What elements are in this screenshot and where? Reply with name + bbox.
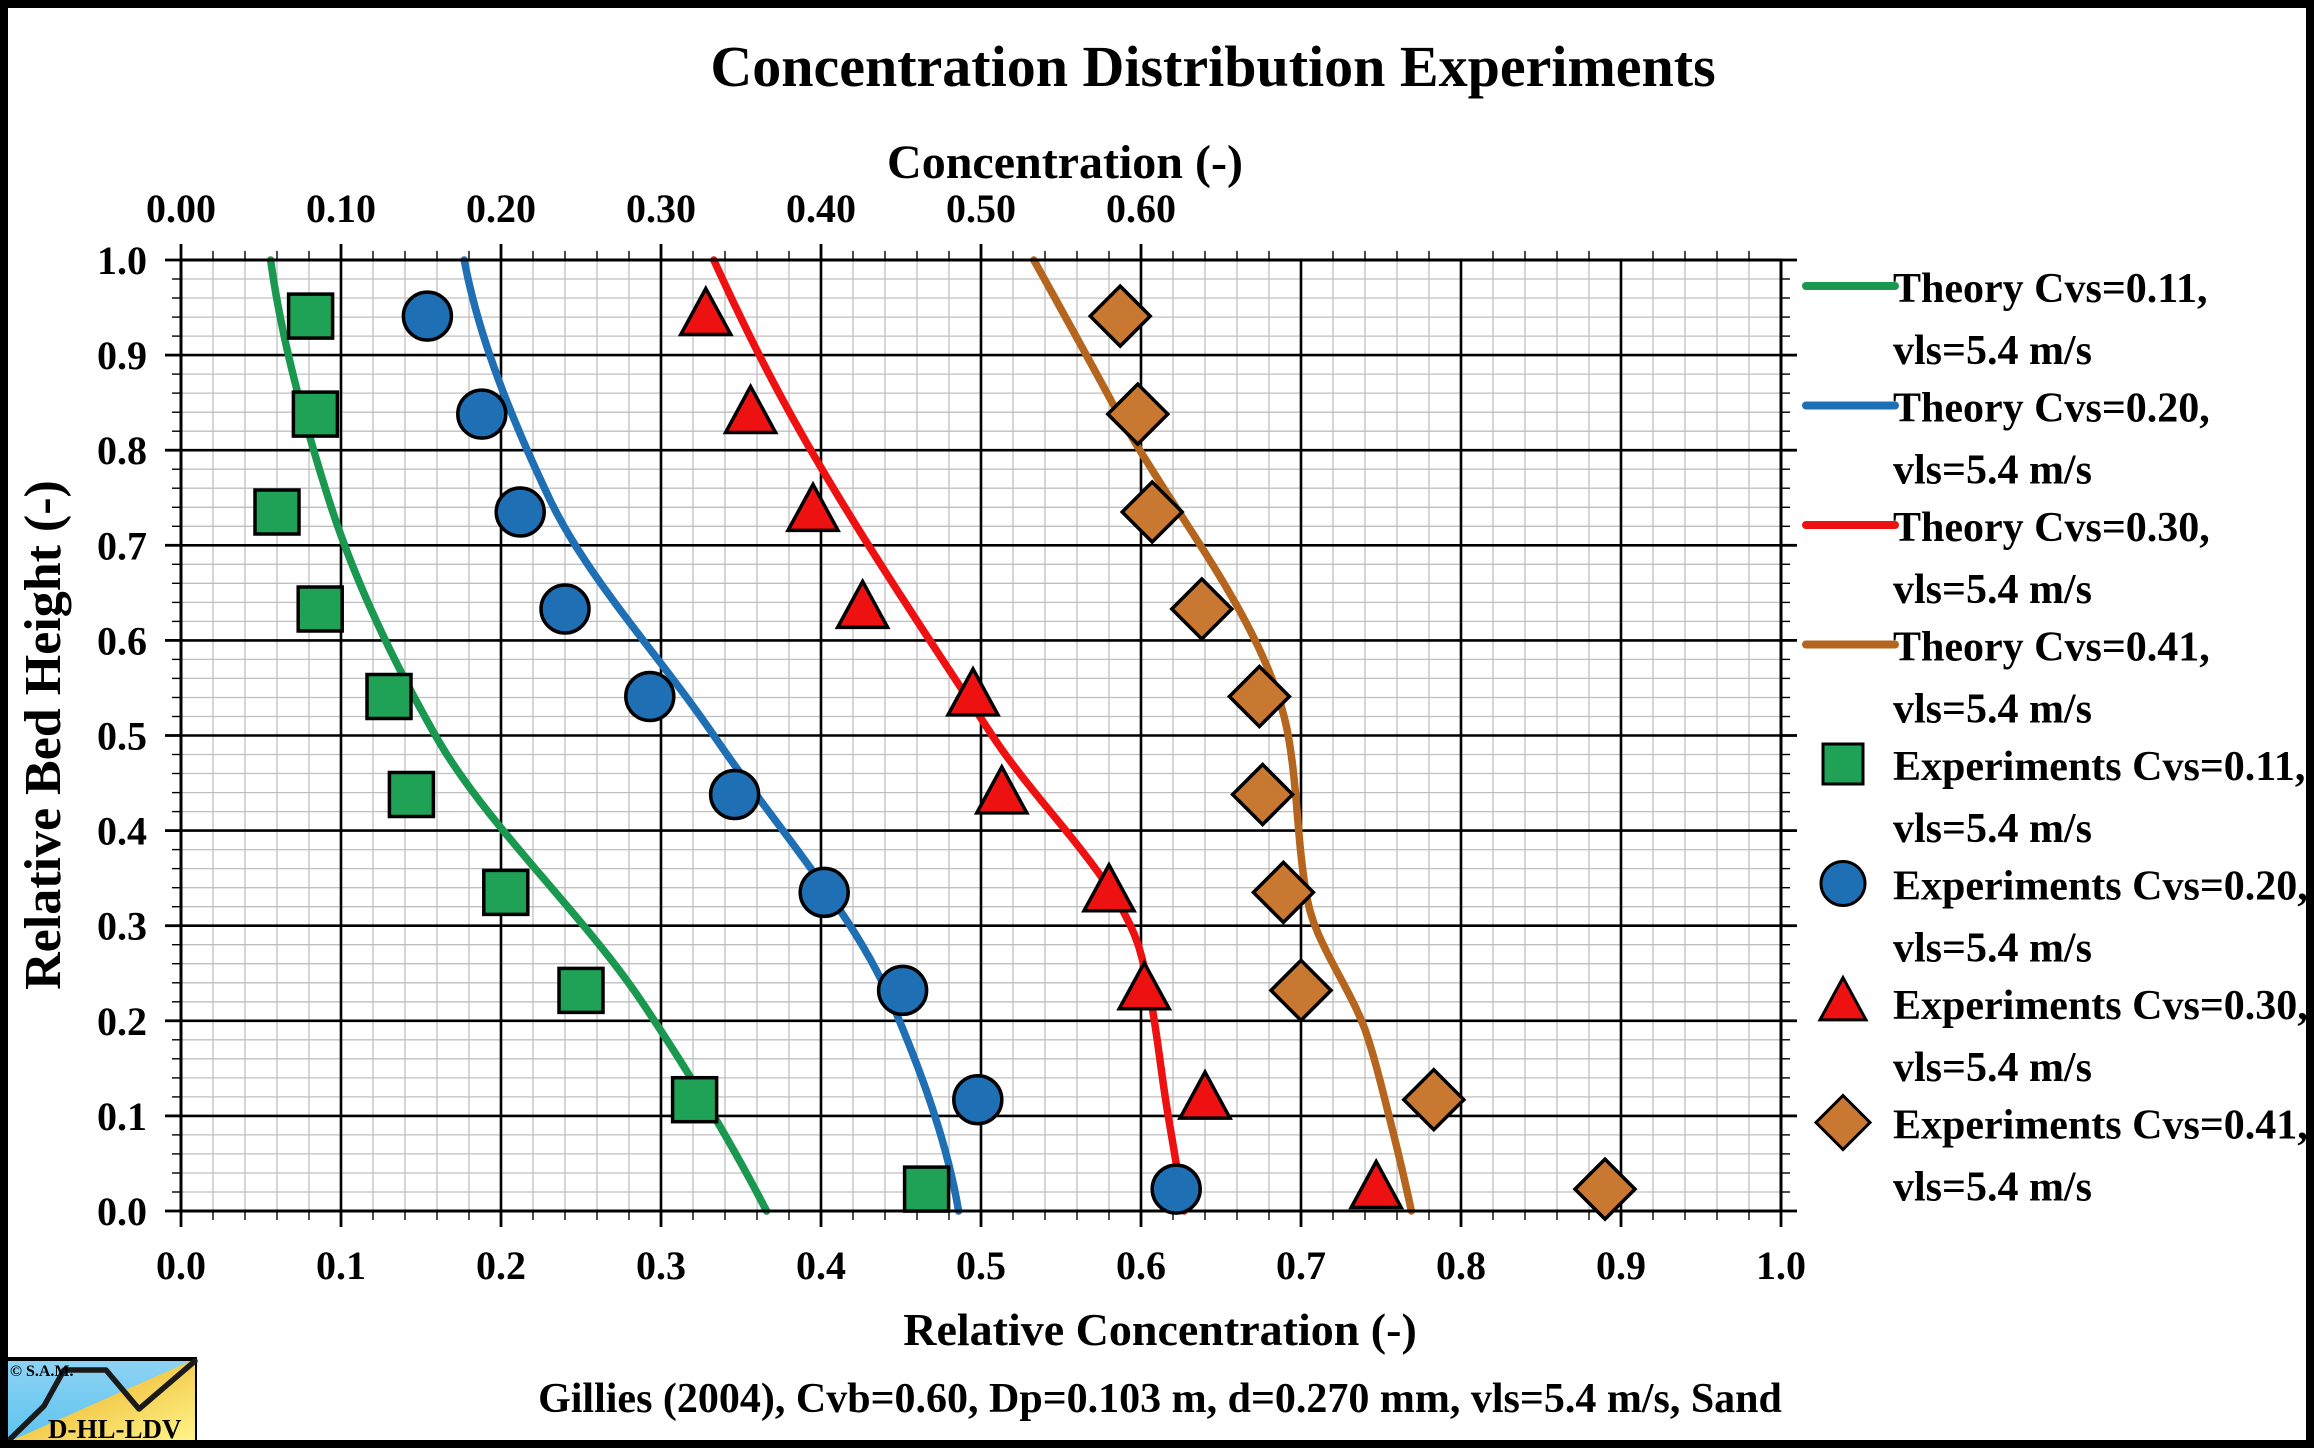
svg-text:vls=5.4 m/s: vls=5.4 m/s [1893, 328, 2092, 374]
svg-text:Concentration Distribution Exp: Concentration Distribution Experiments [710, 34, 1715, 99]
svg-text:vls=5.4 m/s: vls=5.4 m/s [1893, 1045, 2092, 1091]
svg-text:vls=5.4 m/s: vls=5.4 m/s [1893, 567, 2092, 613]
svg-text:0.4: 0.4 [796, 1243, 846, 1288]
svg-text:Concentration (-): Concentration (-) [887, 136, 1243, 189]
svg-text:D-HL-LDV: D-HL-LDV [48, 1414, 182, 1444]
svg-text:Experiments Cvs=0.11,: Experiments Cvs=0.11, [1893, 744, 2305, 790]
svg-text:Experiments Cvs=0.20,: Experiments Cvs=0.20, [1893, 864, 2308, 910]
svg-text:0.1: 0.1 [316, 1243, 366, 1288]
svg-text:0.2: 0.2 [97, 999, 147, 1044]
svg-text:0.10: 0.10 [306, 186, 376, 231]
svg-text:0.3: 0.3 [97, 904, 147, 949]
svg-text:Theory Cvs=0.20,: Theory Cvs=0.20, [1893, 386, 2210, 432]
svg-text:0.20: 0.20 [466, 186, 536, 231]
svg-text:vls=5.4 m/s: vls=5.4 m/s [1893, 806, 2092, 852]
svg-text:Theory Cvs=0.11,: Theory Cvs=0.11, [1893, 266, 2207, 312]
svg-text:0.1: 0.1 [97, 1094, 147, 1139]
svg-text:Relative Concentration (-): Relative Concentration (-) [903, 1304, 1417, 1355]
svg-text:0.50: 0.50 [946, 186, 1016, 231]
svg-text:0.5: 0.5 [956, 1243, 1006, 1288]
svg-text:0.00: 0.00 [146, 186, 216, 231]
svg-text:0.9: 0.9 [97, 333, 147, 378]
svg-text:1.0: 1.0 [1756, 1243, 1806, 1288]
svg-text:0.6: 0.6 [97, 618, 147, 663]
svg-text:0.30: 0.30 [626, 186, 696, 231]
svg-text:0.5: 0.5 [97, 714, 147, 759]
svg-text:Theory Cvs=0.30,: Theory Cvs=0.30, [1893, 505, 2210, 551]
svg-text:0.60: 0.60 [1106, 186, 1176, 231]
svg-text:0.6: 0.6 [1116, 1243, 1166, 1288]
svg-text:vls=5.4 m/s: vls=5.4 m/s [1893, 926, 2092, 972]
svg-text:Experiments Cvs=0.30,: Experiments Cvs=0.30, [1893, 983, 2308, 1029]
svg-text:0.9: 0.9 [1596, 1243, 1646, 1288]
svg-text:0.0: 0.0 [97, 1189, 147, 1234]
svg-text:0.8: 0.8 [1436, 1243, 1486, 1288]
svg-text:vls=5.4 m/s: vls=5.4 m/s [1893, 687, 2092, 733]
svg-text:© S.A.M.: © S.A.M. [10, 1363, 74, 1380]
svg-text:Relative Bed Height (-): Relative Bed Height (-) [15, 480, 72, 990]
svg-text:Experiments Cvs=0.41,: Experiments Cvs=0.41, [1893, 1103, 2308, 1149]
svg-text:Gillies (2004), Cvb=0.60, Dp: Gillies (2004), Cvb=0.60, Dp=0.103 m, d=… [538, 1376, 1782, 1422]
svg-text:0.40: 0.40 [786, 186, 856, 231]
svg-text:0.3: 0.3 [636, 1243, 686, 1288]
svg-text:0.7: 0.7 [1276, 1243, 1326, 1288]
svg-text:0.4: 0.4 [97, 809, 147, 854]
svg-text:vls=5.4 m/s: vls=5.4 m/s [1893, 1165, 2092, 1211]
svg-text:1.0: 1.0 [97, 238, 147, 283]
svg-text:vls=5.4 m/s: vls=5.4 m/s [1893, 448, 2092, 494]
svg-text:0.7: 0.7 [97, 523, 147, 568]
svg-text:0.2: 0.2 [476, 1243, 526, 1288]
svg-text:0.0: 0.0 [156, 1243, 206, 1288]
svg-text:0.8: 0.8 [97, 428, 147, 473]
svg-text:Theory Cvs=0.41,: Theory Cvs=0.41, [1893, 625, 2210, 671]
